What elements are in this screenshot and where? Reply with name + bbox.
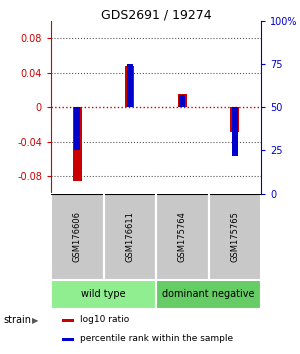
Bar — [74, 107, 80, 150]
Text: ▶: ▶ — [32, 316, 38, 325]
Bar — [156, 194, 208, 280]
Text: dominant negative: dominant negative — [162, 289, 255, 299]
Bar — [232, 107, 238, 156]
Bar — [179, 95, 185, 107]
Text: strain: strain — [3, 315, 31, 325]
Bar — [230, 107, 239, 132]
Text: percentile rank within the sample: percentile rank within the sample — [80, 334, 233, 343]
Bar — [51, 280, 156, 309]
Title: GDS2691 / 19274: GDS2691 / 19274 — [101, 8, 211, 21]
Text: log10 ratio: log10 ratio — [80, 315, 130, 324]
Text: wild type: wild type — [81, 289, 126, 299]
Bar — [127, 64, 133, 107]
Bar — [208, 194, 261, 280]
Text: GSM175765: GSM175765 — [230, 211, 239, 262]
Bar — [103, 194, 156, 280]
Text: GSM175764: GSM175764 — [178, 211, 187, 262]
Bar — [61, 338, 74, 341]
Text: GSM176611: GSM176611 — [125, 211, 134, 262]
Bar — [61, 319, 74, 322]
Text: GSM176606: GSM176606 — [73, 211, 82, 262]
Bar — [51, 194, 104, 280]
Bar — [156, 280, 261, 309]
Bar — [178, 95, 187, 107]
Bar — [125, 66, 134, 107]
Bar — [73, 107, 82, 181]
